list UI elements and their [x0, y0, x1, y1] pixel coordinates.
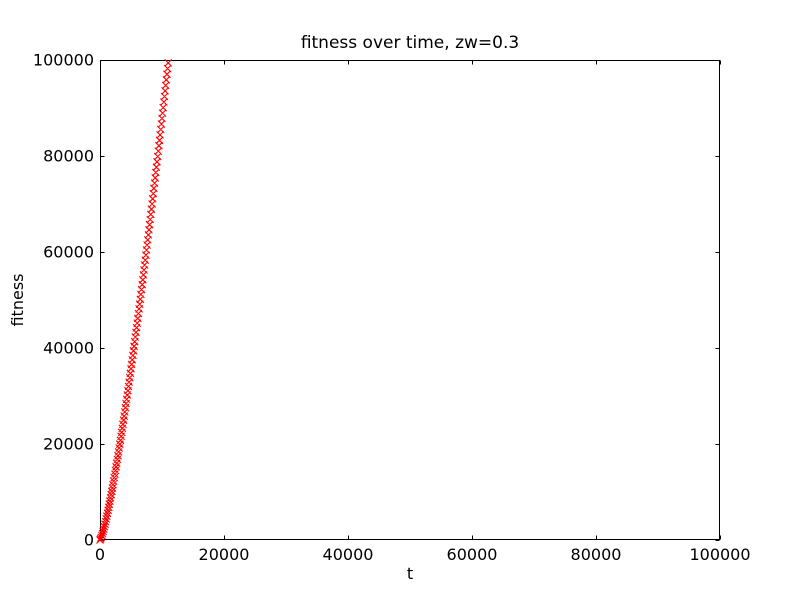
- x-tick-label: 0: [94, 545, 106, 564]
- x-tick-label: 100000: [689, 545, 751, 564]
- y-tick-label: 0: [83, 530, 94, 550]
- x-tick-label: 60000: [446, 545, 498, 564]
- x-tick-label: 80000: [570, 545, 622, 564]
- y-tick-label: 60000: [43, 242, 94, 262]
- axes-frame: [100, 60, 720, 540]
- x-tick-label: 20000: [198, 545, 250, 564]
- data-markers-fitness-series: [96, 59, 173, 544]
- x-tick-label: 40000: [322, 545, 374, 564]
- y-tick-label: 100000: [32, 50, 94, 70]
- y-tick-label: 20000: [43, 434, 94, 454]
- x-axis-label: t: [406, 564, 414, 583]
- tick-marks: [100, 60, 721, 541]
- y-tick-label: 40000: [43, 338, 94, 358]
- y-axis-label: fitness: [8, 273, 27, 327]
- chart-title: fitness over time, zw=0.3: [300, 33, 520, 53]
- y-tick-label: 80000: [43, 146, 94, 166]
